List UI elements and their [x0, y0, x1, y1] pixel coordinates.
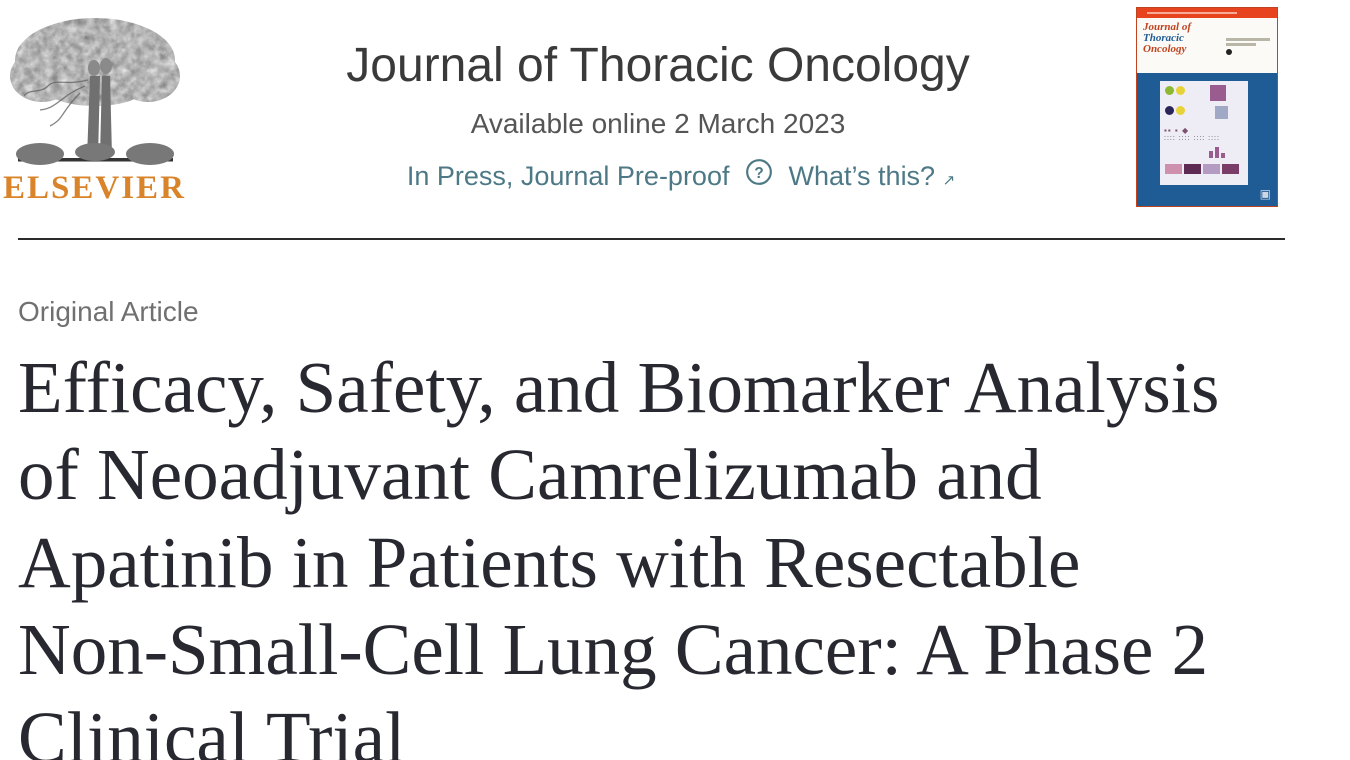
- svg-text:?: ?: [754, 165, 763, 182]
